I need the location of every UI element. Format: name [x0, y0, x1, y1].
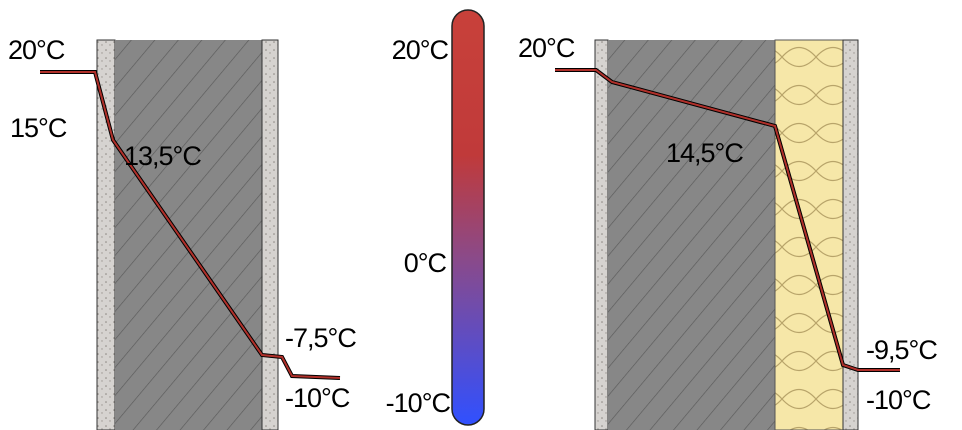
label: -9,5°C — [866, 335, 937, 365]
concrete — [115, 40, 262, 430]
label: -10°C — [386, 388, 451, 418]
label: 14,5°C — [666, 138, 743, 168]
plaster — [594, 39, 609, 430]
insulation — [774, 39, 844, 430]
temperature-line — [40, 71, 341, 379]
label: 13,5°C — [124, 141, 201, 171]
label: -10°C — [285, 383, 350, 413]
temperature-line — [555, 69, 900, 371]
right-wall: 20°C 14,5°C -9,5°C -10°C — [518, 33, 938, 430]
label: 15°C — [10, 113, 67, 143]
plaster — [842, 39, 859, 430]
label: -7,5°C — [285, 323, 356, 353]
label: 20°C — [518, 33, 575, 63]
label: 20°C — [8, 35, 65, 65]
plaster — [261, 39, 279, 430]
left-wall: 20°C 15°C 13,5°C -7,5°C -10°C — [8, 35, 357, 430]
label: 20°C — [392, 35, 449, 65]
plaster — [96, 39, 116, 430]
thermometer: 20°C 0°C -10°C — [386, 9, 485, 426]
label: 0°C — [404, 248, 447, 278]
concrete — [608, 40, 775, 430]
thermometer-bar — [451, 9, 485, 426]
label: -10°C — [866, 385, 931, 415]
